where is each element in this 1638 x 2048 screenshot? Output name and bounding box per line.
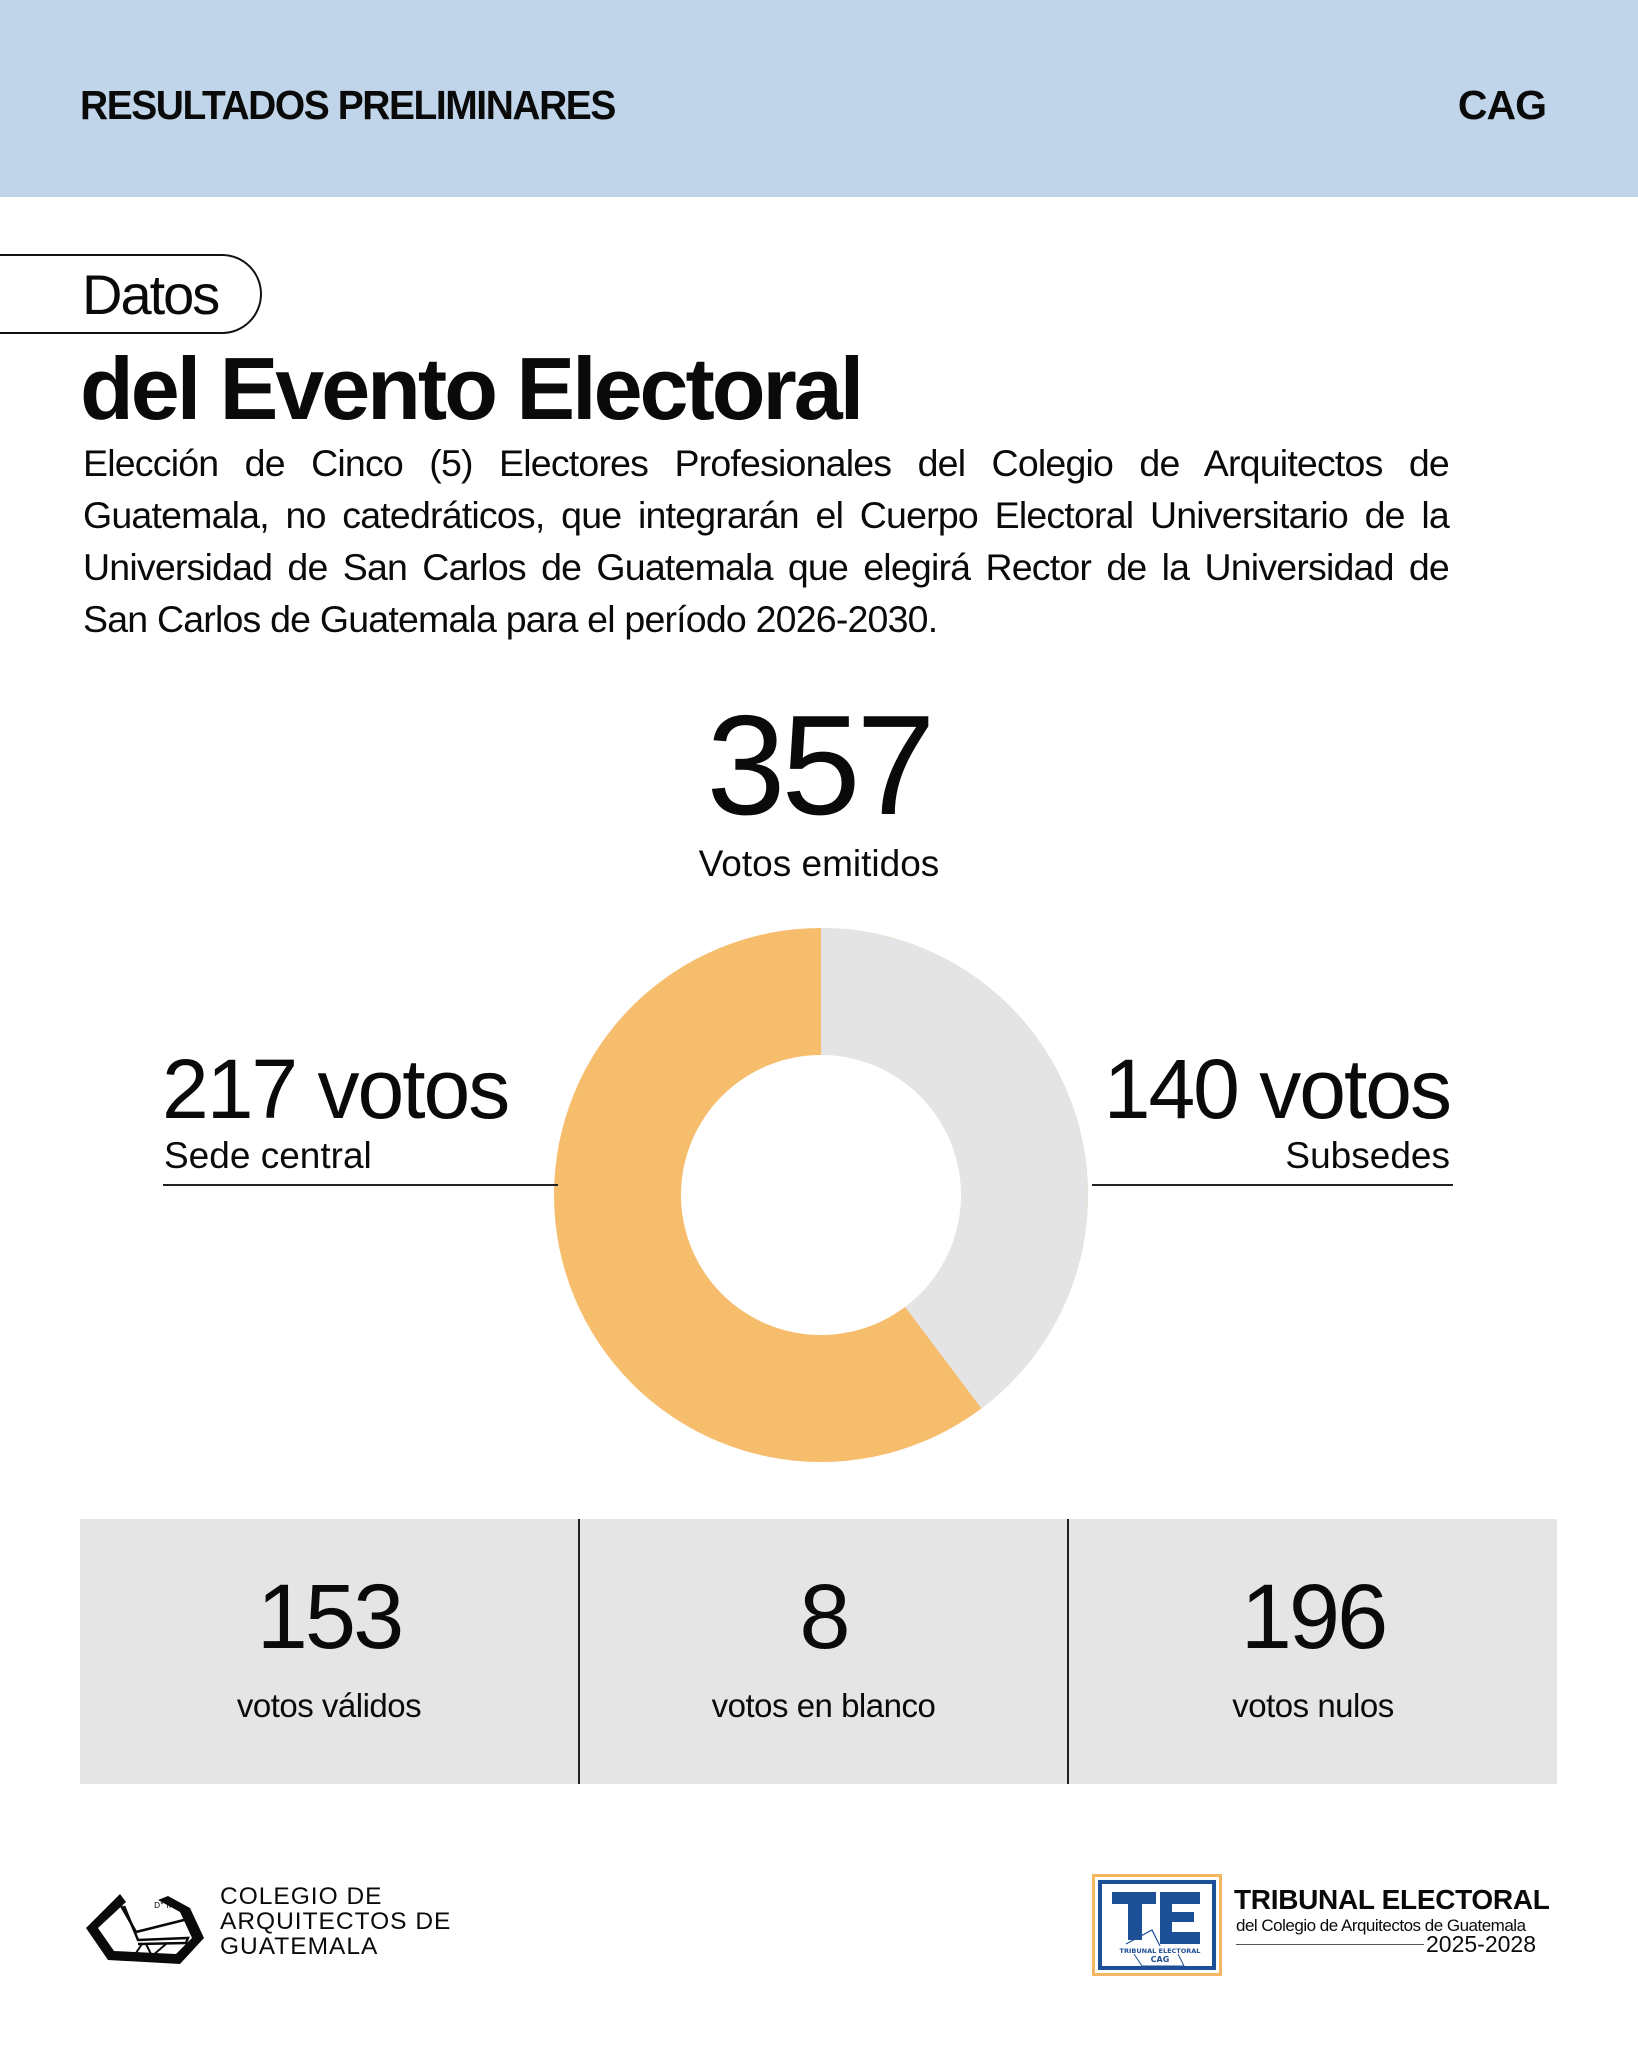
page-title: del Evento Electoral — [80, 339, 864, 438]
te-divider — [1236, 1944, 1424, 1945]
section-pill — [0, 254, 262, 334]
donut-chart — [554, 928, 1088, 1462]
header-banner: RESULTADOS PRELIMINARES CAG — [0, 0, 1638, 197]
cag-name-line: GUATEMALA — [220, 1933, 379, 1960]
te-logo: TRIBUNAL ELECTORAL CAG — [1092, 1874, 1222, 1976]
cag-logo-icon: D" II — [86, 1894, 204, 1964]
header-brand: CAG — [1457, 82, 1547, 128]
subsedes-leader-line — [1092, 1184, 1453, 1186]
cag-name: COLEGIO DE ARQUITECTOS DE GUATEMALA — [220, 1884, 451, 1959]
header-title: RESULTADOS PRELIMINARES — [80, 82, 616, 128]
subsedes-votes: 140 votos — [1103, 1042, 1452, 1136]
te-title: TRIBUNAL ELECTORAL — [1234, 1884, 1550, 1915]
section-pill-label: Datos — [82, 263, 220, 326]
cag-name-line: ARQUITECTOS DE — [220, 1908, 452, 1935]
stat-value: 8 — [799, 1566, 850, 1668]
sede-central-leader-line — [163, 1184, 558, 1186]
te-years: 2025-2028 — [1426, 1931, 1536, 1957]
svg-text:D" II: D" II — [154, 1901, 171, 1910]
te-logo-small-text: TRIBUNAL ELECTORAL — [1120, 1947, 1201, 1955]
stat-label: votos en blanco — [711, 1687, 936, 1724]
te-logo-cag: CAG — [1151, 1955, 1170, 1964]
sede-central-label: Sede central — [164, 1135, 372, 1176]
total-votes-label: Votos emitidos — [698, 843, 940, 884]
cag-name-line: COLEGIO DE — [220, 1883, 383, 1910]
te-logo-frame: TRIBUNAL ELECTORAL CAG — [1098, 1880, 1216, 1970]
stat-blank-votes: 8 votos en blanco — [578, 1519, 1067, 1784]
te-logo-icon: TRIBUNAL ELECTORAL CAG — [1112, 1892, 1201, 1967]
total-votes-value: 357 — [706, 686, 936, 845]
te-subtitle: del Colegio de Arquitectos de Guatemala — [1236, 1916, 1526, 1935]
subsedes-label: Subsedes — [1285, 1135, 1450, 1176]
stat-null-votes: 196 votos nulos — [1067, 1519, 1557, 1784]
vote-summary-panel: 153 votos válidos 8 votos en blanco 196 … — [80, 1519, 1557, 1784]
stat-value: 153 — [256, 1566, 405, 1668]
stat-valid-votes: 153 votos válidos — [80, 1519, 578, 1784]
sede-central-votes: 217 votos — [162, 1042, 510, 1136]
stat-label: votos nulos — [1232, 1687, 1394, 1724]
donut-hole — [681, 1055, 961, 1335]
stat-value: 196 — [1240, 1566, 1389, 1668]
event-description: Elección de Cinco (5) Electores Profesio… — [83, 442, 1450, 640]
stat-label: votos válidos — [236, 1687, 422, 1724]
